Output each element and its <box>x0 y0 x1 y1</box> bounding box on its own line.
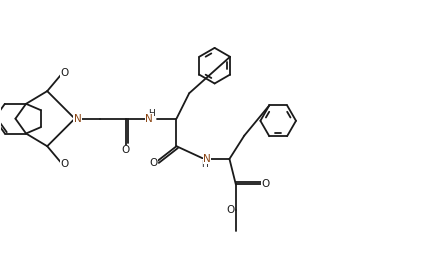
Text: N: N <box>203 154 211 164</box>
Text: O: O <box>261 179 269 189</box>
Text: O: O <box>60 159 68 170</box>
Text: H: H <box>201 160 208 169</box>
Text: N: N <box>145 114 153 124</box>
Text: N: N <box>74 114 82 124</box>
Text: O: O <box>227 205 235 215</box>
Text: O: O <box>60 68 68 78</box>
Text: O: O <box>122 145 130 155</box>
Text: O: O <box>149 158 157 168</box>
Text: H: H <box>147 109 154 118</box>
